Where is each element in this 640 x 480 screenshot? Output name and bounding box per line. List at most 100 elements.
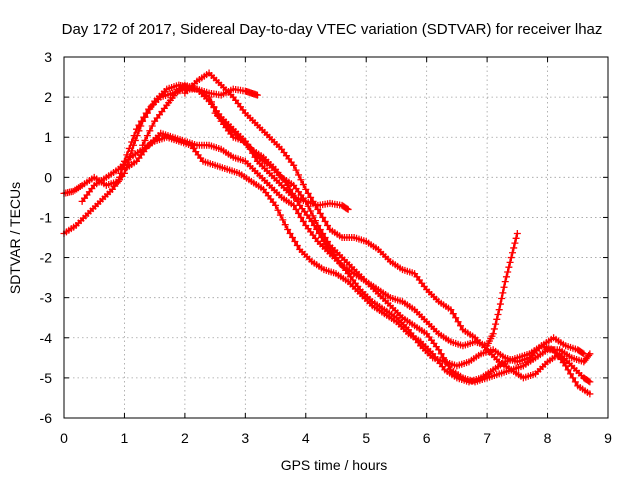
data-point: [304, 202, 312, 210]
data-point: [297, 176, 305, 184]
chart-series-layer: [60, 69, 594, 398]
data-point: [205, 93, 213, 101]
data-point: [207, 98, 215, 106]
data-point: [140, 113, 148, 121]
data-point: [286, 229, 294, 237]
data-point: [309, 197, 317, 205]
data-point: [290, 161, 298, 169]
data-point: [210, 103, 218, 111]
chart-grid: [64, 57, 608, 418]
series-track-3: [139, 81, 521, 350]
y-tick-label: -4: [40, 330, 53, 346]
data-point: [495, 306, 503, 314]
data-point: [313, 225, 321, 233]
data-point: [513, 229, 521, 237]
data-point: [292, 205, 300, 213]
y-tick-label: -1: [40, 209, 53, 225]
data-point: [284, 181, 292, 189]
data-point: [493, 315, 501, 323]
data-point: [586, 378, 594, 386]
data-point: [293, 197, 301, 205]
data-point: [586, 390, 594, 398]
data-point: [299, 181, 307, 189]
data-point: [508, 249, 516, 257]
data-point: [309, 212, 317, 220]
data-point: [135, 121, 143, 129]
y-tick-label: -5: [40, 370, 53, 386]
chart-frame: [63, 56, 609, 419]
data-point: [510, 244, 518, 252]
data-point: [457, 322, 465, 330]
data-point: [295, 209, 303, 217]
data-point: [307, 193, 315, 201]
data-point: [307, 207, 315, 215]
data-point: [490, 325, 498, 333]
x-tick-label: 7: [483, 430, 491, 446]
series-trace: [183, 71, 591, 383]
x-axis-label: GPS time / hours: [281, 457, 388, 473]
data-point: [505, 263, 513, 271]
x-tick-label: 6: [423, 430, 431, 446]
data-point: [284, 225, 292, 233]
data-point: [276, 211, 284, 219]
data-point: [295, 171, 303, 179]
data-point: [319, 213, 327, 221]
data-point: [449, 310, 457, 318]
data-point: [117, 169, 125, 177]
data-point: [567, 370, 575, 378]
x-tick-label: 4: [302, 430, 310, 446]
data-point: [141, 136, 149, 144]
y-tick-label: 1: [44, 129, 52, 145]
data-point: [299, 217, 307, 225]
data-point: [128, 138, 136, 146]
y-tick-label: -6: [40, 410, 53, 426]
data-point: [580, 350, 588, 358]
data-point: [452, 314, 460, 322]
data-point: [274, 206, 282, 214]
data-point: [504, 268, 512, 276]
y-tick-label: 0: [44, 169, 52, 185]
series-track-7: [211, 109, 588, 370]
data-point: [585, 351, 593, 359]
data-point: [130, 132, 138, 140]
y-tick-label: -3: [40, 290, 53, 306]
data-point: [447, 306, 455, 314]
y-tick-labels: -6 -5 -4 -3 -2 -1 0 1 2 3: [40, 49, 53, 426]
chart-ticks: [63, 56, 609, 419]
series-track-1: [60, 81, 261, 237]
data-point: [148, 122, 156, 130]
x-tick-label: 8: [544, 430, 552, 446]
data-point: [293, 242, 301, 250]
data-point: [137, 117, 145, 125]
series-track-5: [78, 133, 594, 398]
data-point: [116, 173, 124, 181]
data-point: [314, 205, 322, 213]
data-point: [114, 177, 122, 185]
data-point: [308, 217, 316, 225]
data-point: [279, 216, 287, 224]
data-point: [498, 294, 506, 302]
data-point: [585, 377, 593, 385]
data-point: [143, 132, 151, 140]
data-point: [344, 205, 352, 213]
x-tick-label: 3: [241, 430, 249, 446]
data-point: [297, 213, 305, 221]
y-tick-label: 3: [44, 49, 52, 65]
data-point: [324, 221, 332, 229]
data-point: [501, 278, 509, 286]
data-point: [496, 300, 504, 308]
data-point: [343, 205, 351, 213]
x-tick-labels: 0 1 2 3 4 5 6 7 8 9: [60, 430, 612, 446]
x-tick-label: 1: [121, 430, 129, 446]
data-point: [302, 197, 310, 205]
data-point: [311, 201, 319, 209]
data-point: [562, 362, 570, 370]
data-point: [292, 166, 300, 174]
data-point: [286, 185, 294, 193]
data-point: [586, 350, 594, 358]
data-point: [579, 349, 587, 357]
data-point: [492, 320, 500, 328]
data-point: [499, 289, 507, 297]
data-point: [571, 378, 579, 386]
